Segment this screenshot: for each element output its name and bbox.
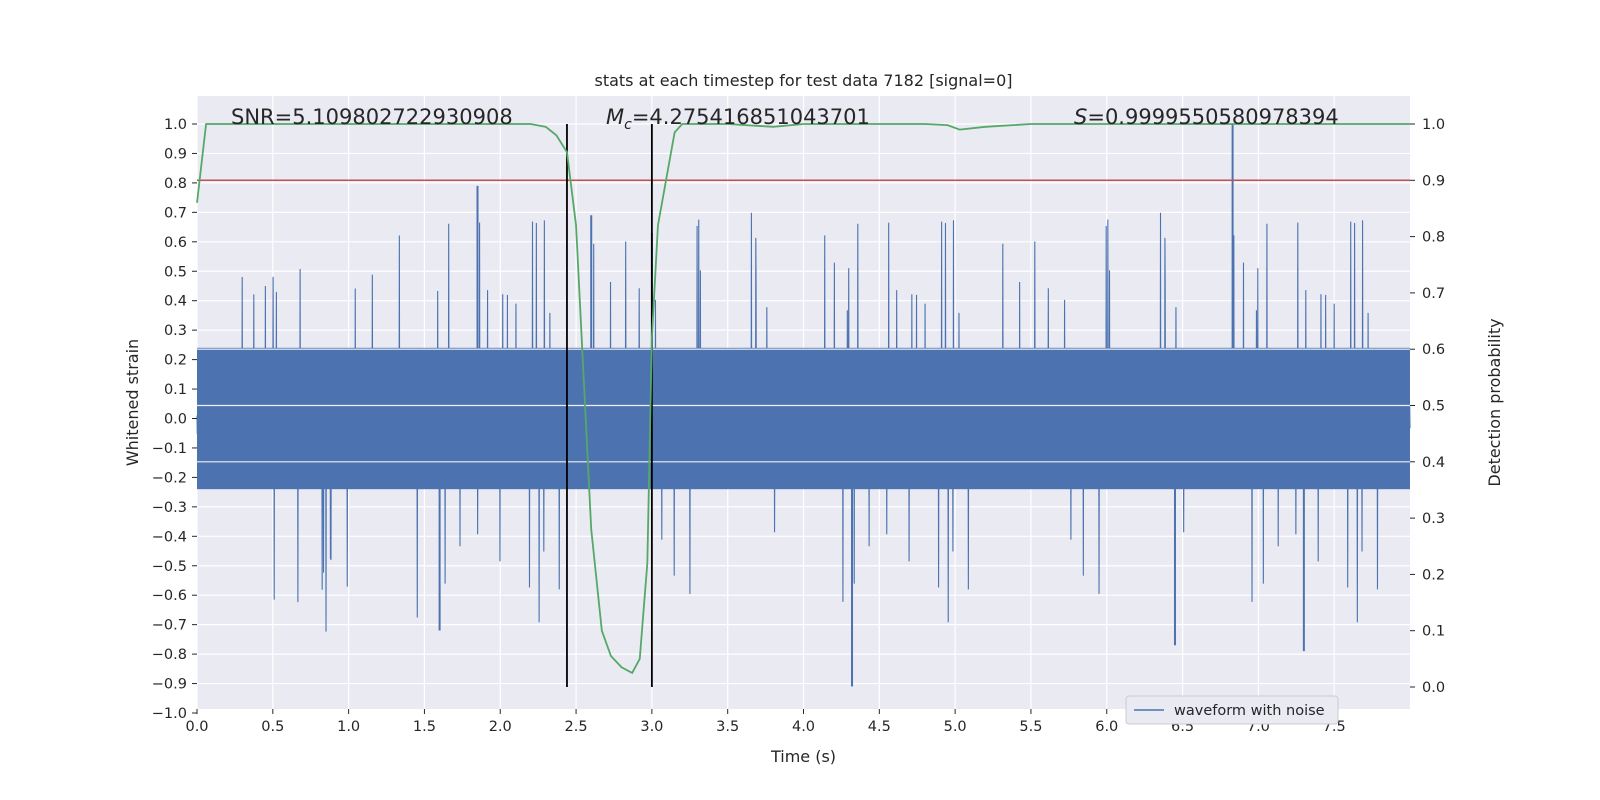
- legend: waveform with noise: [1125, 695, 1339, 725]
- y2-tick-label: 0.4: [1422, 455, 1445, 471]
- x-tick-label: 4.5: [868, 719, 891, 735]
- y-tick-label: 0.2: [164, 353, 187, 369]
- x-tick-label: 4.0: [792, 719, 815, 735]
- y-axis-label: Whitened strain: [123, 339, 142, 466]
- s-value: =0.9999550580978394: [1087, 105, 1338, 129]
- y2-tick-label: 0.2: [1422, 567, 1445, 583]
- x-tick-label: 1.5: [413, 719, 436, 735]
- y2-tick-label: 0.9: [1422, 173, 1445, 189]
- y-tick-label: 0.8: [164, 176, 187, 192]
- x-tick-label: 1.0: [337, 719, 360, 735]
- y-tick-label: 0.6: [164, 235, 187, 251]
- y-tick-label: −0.1: [152, 441, 187, 457]
- score-annotation: S=0.9999550580978394: [1074, 105, 1339, 129]
- mc-symbol: M: [606, 105, 624, 129]
- overlay: [196, 123, 1410, 687]
- y-tick-label: 0.0: [164, 412, 187, 428]
- y-tick-label: −0.8: [152, 647, 187, 663]
- waveform-series: [196, 124, 1411, 687]
- axes: 0.0 0.5 1.0 1.5 2.0 2.5 3.0 3.5 4.0 4.5 5.0 5.5 6.0 6…: [152, 117, 1445, 735]
- y-tick-label: 0.3: [164, 323, 187, 339]
- s-symbol: S: [1074, 105, 1087, 129]
- mc-subscript: c: [624, 117, 632, 133]
- y2-tick-label: 0.0: [1422, 680, 1445, 696]
- x-tick-label: 2.0: [489, 719, 512, 735]
- x-tick-label: 2.5: [565, 719, 588, 735]
- x-tick-label: 0.5: [261, 719, 284, 735]
- y2-axis-label: Detection probability: [1485, 318, 1504, 486]
- chart-title: stats at each timestep for test data 718…: [594, 71, 1012, 90]
- y-tick-label: −0.5: [152, 559, 187, 575]
- y-tick-label: 1.0: [164, 117, 187, 133]
- y-tick-label: −0.4: [152, 529, 187, 545]
- x-tick-label: 5.5: [1019, 719, 1042, 735]
- y2-tick-label: 0.1: [1422, 624, 1445, 640]
- y-tick-label: 0.5: [164, 264, 187, 280]
- legend-box: [1125, 695, 1339, 725]
- y2-tick-label: 0.6: [1422, 342, 1445, 358]
- y-tick-label: 0.7: [164, 205, 187, 221]
- y2-tick-label: 0.8: [1422, 230, 1445, 246]
- y2-tick-label: 0.5: [1422, 399, 1445, 415]
- x-tick-label: 3.5: [716, 719, 739, 735]
- x-tick-label: 3.0: [640, 719, 663, 735]
- y-tick-label: 0.1: [164, 382, 187, 398]
- mc-value: =4.275416851043701: [632, 105, 870, 129]
- snr-annotation: SNR=5.109802722930908: [231, 105, 513, 129]
- x-axis-label: Time (s): [770, 747, 836, 766]
- chirp-mass-annotation: Mc=4.275416851043701: [606, 105, 870, 133]
- y-tick-label: 0.4: [164, 294, 187, 310]
- y-tick-label: −0.2: [152, 470, 187, 486]
- y-tick-label: −1.0: [152, 706, 187, 722]
- legend-label-waveform: waveform with noise: [1174, 703, 1325, 719]
- y2-tick-label: 0.3: [1422, 511, 1445, 527]
- y-tick-label: −0.6: [152, 588, 187, 604]
- y-tick-label: −0.7: [152, 618, 187, 634]
- y2-tick-label: 1.0: [1422, 117, 1445, 133]
- waveform-core: [197, 347, 1410, 490]
- x-tick-label: 0.0: [185, 719, 208, 735]
- x-tick-label: 6.0: [1095, 719, 1118, 735]
- y2-tick-label: 0.7: [1422, 286, 1445, 302]
- y-tick-label: −0.3: [152, 500, 187, 516]
- y-tick-label: −0.9: [152, 677, 187, 693]
- x-tick-label: 5.0: [944, 719, 967, 735]
- y-tick-label: 0.9: [164, 146, 187, 162]
- probability-line: [196, 123, 1410, 675]
